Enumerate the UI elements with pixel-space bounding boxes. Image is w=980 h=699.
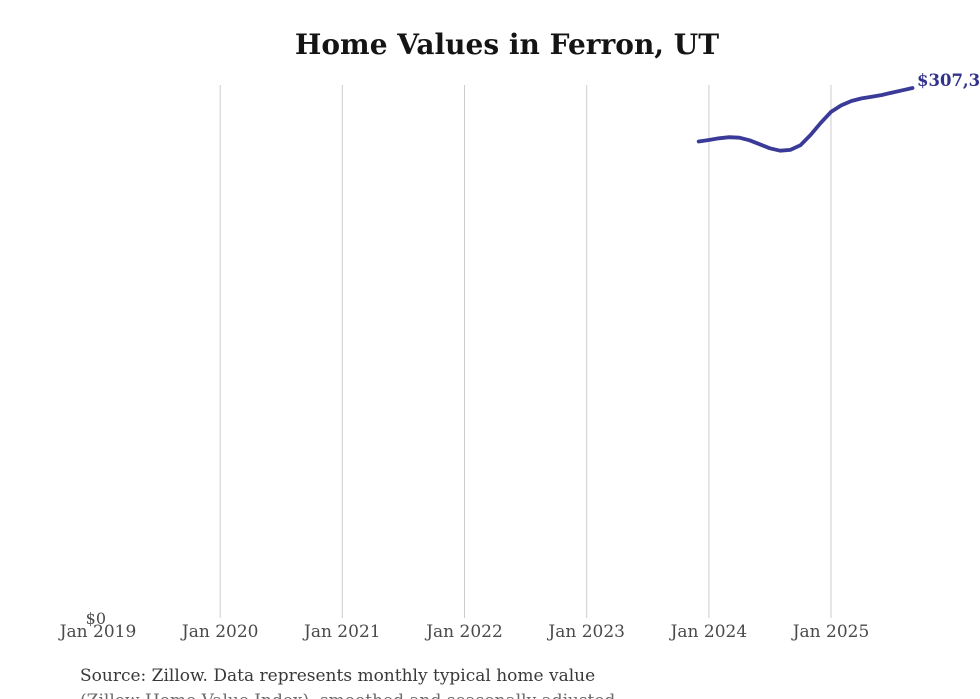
x-tick-label: Jan 2025 <box>792 622 870 642</box>
home-value-line <box>696 86 915 153</box>
source-attribution-line2: (Zillow Home Value Index), smoothed and … <box>80 691 615 699</box>
x-tick-label: Jan 2024 <box>670 622 748 642</box>
y-axis-zero-tick-label: $0 <box>85 609 106 628</box>
x-tick-label: Jan 2022 <box>426 622 503 642</box>
x-tick-label: Jan 2021 <box>304 622 381 642</box>
x-tick-label: Jan 2020 <box>181 622 259 642</box>
chart-title: Home Values in Ferron, UT <box>294 28 720 61</box>
series-end-value-label: $307,332 <box>917 71 980 90</box>
x-tick-label: Jan 2019 <box>59 622 137 642</box>
source-attribution: Source: Zillow. Data represents monthly … <box>80 666 596 686</box>
x-tick-label: Jan 2023 <box>548 622 625 642</box>
